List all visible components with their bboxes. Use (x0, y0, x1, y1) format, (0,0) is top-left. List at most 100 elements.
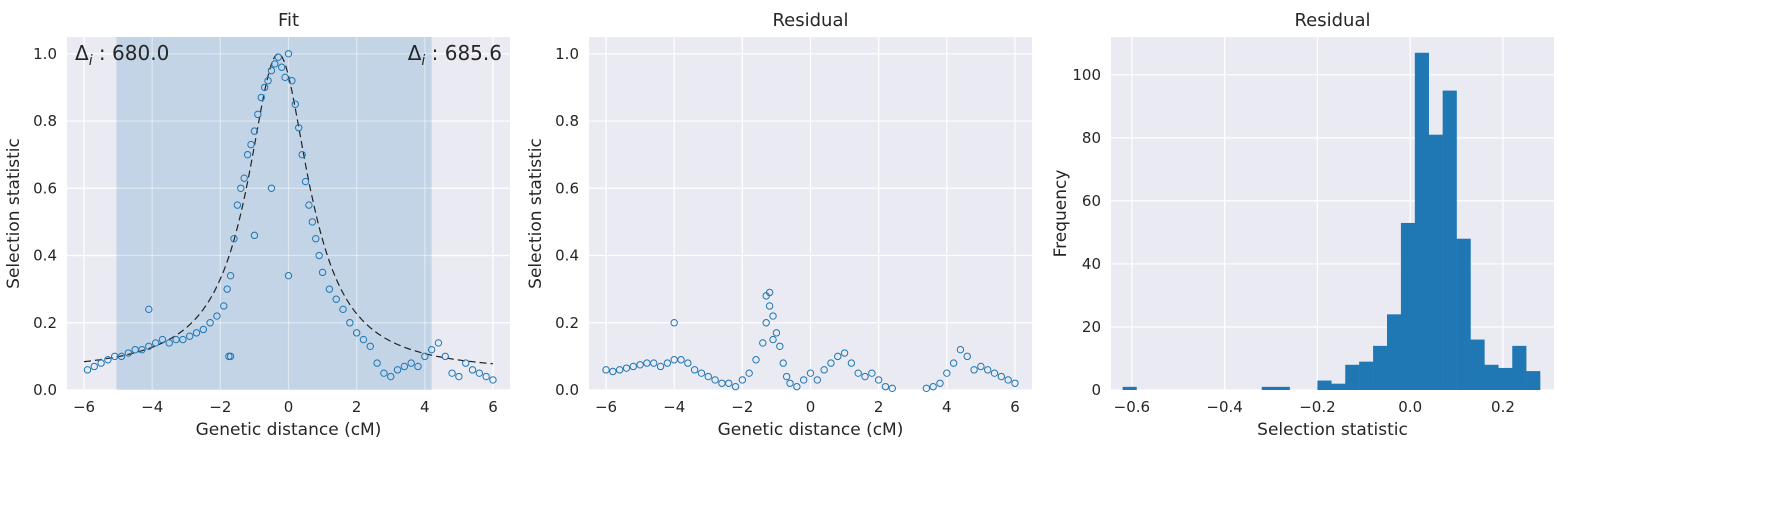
x-tick-label: −2 (209, 398, 231, 416)
data-point (387, 372, 395, 381)
data-point (434, 339, 443, 347)
x-tick-label: 4 (420, 398, 430, 416)
histogram-bar (1470, 339, 1485, 390)
data-point (352, 329, 361, 337)
histogram-x-axis-label: Selection statistic (1257, 420, 1408, 440)
histogram-x-tick-labels: −0.6 −0.4 −0.2 0.0 0.2 (1114, 398, 1515, 416)
data-point (366, 342, 374, 350)
data-point (769, 335, 777, 344)
histogram-bar (1498, 367, 1513, 390)
data-point (990, 369, 999, 377)
data-point (427, 345, 436, 354)
data-point (462, 359, 470, 367)
residual-scatter-x-tick-labels: −6 −4 −2 0 2 4 6 (595, 398, 1020, 416)
x-tick-label: 0.2 (1491, 398, 1515, 416)
data-point (448, 369, 456, 377)
data-point (185, 332, 194, 340)
data-point (984, 366, 992, 374)
delta-left-symbol: Δ (75, 41, 89, 65)
data-point (247, 140, 255, 149)
data-point (738, 376, 747, 384)
data-point (690, 366, 699, 374)
x-tick-label: 2 (352, 398, 362, 416)
data-point (298, 150, 306, 159)
x-tick-label: 0.0 (1398, 398, 1422, 416)
data-point (243, 150, 252, 159)
data-point (888, 384, 896, 393)
y-tick-label: 60 (1082, 192, 1101, 210)
residual-scatter-points (602, 288, 1019, 393)
histogram-bar (1122, 386, 1137, 390)
data-point (650, 359, 658, 367)
y-tick-label: 0.4 (555, 247, 579, 265)
data-point (380, 369, 388, 377)
data-point (226, 352, 235, 361)
data-point (697, 369, 706, 377)
data-point (179, 335, 187, 344)
histogram-bar (1345, 364, 1360, 390)
data-point (267, 184, 276, 192)
data-point (339, 305, 347, 314)
data-point (861, 372, 869, 381)
data-point (997, 372, 1006, 381)
data-point (820, 366, 828, 374)
data-point (840, 349, 849, 357)
data-point (257, 93, 265, 102)
histogram-bar (1400, 222, 1416, 390)
x-tick-label: −4 (663, 398, 685, 416)
data-point (240, 174, 248, 182)
data-point (223, 285, 231, 293)
x-tick-label: 0 (284, 398, 294, 416)
data-point (267, 66, 276, 75)
data-point (165, 339, 173, 347)
data-point (332, 295, 340, 303)
y-tick-label: 0.8 (555, 112, 579, 130)
data-point (250, 127, 259, 135)
histogram-bars (1122, 52, 1541, 391)
residual-scatter-grid (589, 37, 1032, 391)
data-point (813, 376, 822, 384)
residual-scatter-y-axis-label: Selection statistic (526, 138, 546, 289)
x-tick-label: 6 (1010, 398, 1020, 416)
data-point (441, 352, 449, 361)
data-point (874, 376, 883, 384)
data-point (192, 329, 201, 337)
histogram-bar (1526, 371, 1541, 390)
data-point (622, 364, 631, 372)
delta-left-subscript: i (89, 53, 93, 69)
histogram-y-tick-labels: 0 20 40 60 80 100 (1072, 66, 1101, 399)
histogram-bar (1484, 364, 1499, 390)
y-tick-label: 0.0 (555, 381, 579, 399)
data-point (684, 359, 692, 367)
histogram-bar (1414, 52, 1429, 390)
x-tick-label: −0.2 (1299, 398, 1335, 416)
data-point (237, 184, 245, 192)
y-tick-label: 0.0 (33, 381, 57, 399)
y-tick-label: 100 (1072, 66, 1101, 84)
data-point (762, 319, 770, 327)
data-point (745, 369, 753, 377)
data-point (281, 73, 289, 82)
data-point (277, 63, 286, 71)
data-point (731, 382, 740, 391)
data-point (220, 302, 228, 310)
data-point (922, 384, 931, 393)
data-point (725, 379, 733, 387)
data-point (772, 329, 781, 337)
data-point (489, 376, 497, 384)
residual-scatter-panel: −6 −4 −2 0 2 4 6 0.0 0.2 0.4 0.6 0.8 1.0 Residual G… (526, 10, 1032, 440)
data-point (145, 342, 153, 350)
fit-panel: −6 −4 −2 0 2 4 6 0.0 0.2 0.4 0.6 0.8 1.0 Fit Geneti… (4, 10, 510, 440)
histogram-bar (1261, 386, 1276, 390)
data-point (346, 319, 354, 327)
data-point (260, 83, 269, 92)
x-tick-label: −6 (595, 398, 617, 416)
histogram-bar (1456, 238, 1471, 390)
data-point (704, 372, 712, 381)
data-point (325, 285, 334, 293)
data-point (670, 319, 678, 327)
fit-x-axis-label: Genetic distance (cM) (196, 420, 382, 440)
data-point (230, 235, 238, 243)
x-tick-label: 6 (488, 398, 498, 416)
data-point (629, 362, 637, 371)
